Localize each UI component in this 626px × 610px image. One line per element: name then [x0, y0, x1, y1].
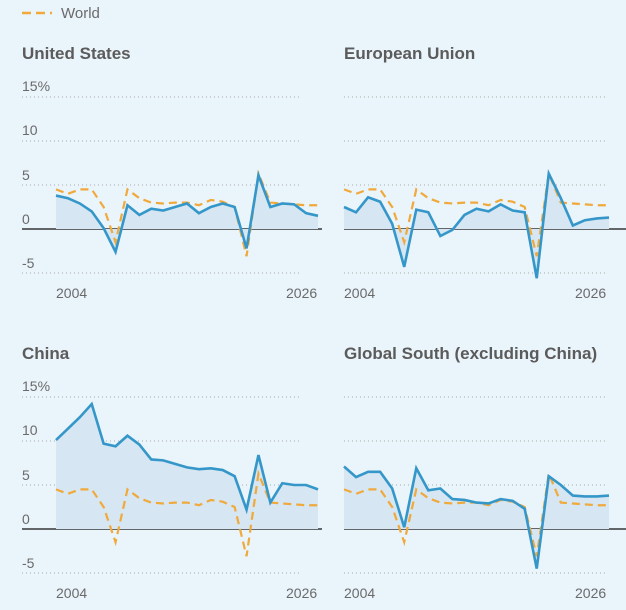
region-series-line [55, 401, 319, 515]
panel-title: European Union [344, 44, 475, 63]
panel-china: China 15% 10 5 0 -5 2004 2026 [22, 344, 322, 601]
world-series-line [55, 469, 318, 557]
y-tick-label: -5 [22, 555, 35, 571]
series-area [56, 175, 318, 252]
region-series-line [55, 170, 319, 256]
y-tick-label: 5 [22, 467, 30, 483]
y-tick-label: 10 [22, 122, 38, 138]
y-tick-label: 0 [22, 211, 30, 227]
panel-european-union: European Union 2004 2026 [343, 44, 626, 301]
y-tick-label: 5 [22, 167, 30, 183]
world-series-line [343, 169, 609, 257]
legend-world-label: World [61, 5, 100, 22]
series-area [344, 466, 609, 569]
panel-united-states: United States 15% 10 5 0 -5 2004 2026 [22, 44, 322, 301]
x-tick-label: 2004 [56, 585, 87, 601]
y-tick-label: 15% [22, 78, 50, 94]
panel-title: Global South (excluding China) [344, 344, 597, 363]
x-tick-label: 2026 [575, 285, 606, 301]
y-tick-label: -5 [22, 255, 35, 271]
x-tick-label: 2004 [344, 585, 375, 601]
y-tick-label: 15% [22, 378, 50, 394]
x-tick-label: 2026 [286, 585, 317, 601]
legend: World [22, 5, 100, 22]
x-tick-label: 2026 [575, 585, 606, 601]
region-series-line [343, 464, 610, 569]
x-tick-label: 2004 [344, 285, 375, 301]
series-area [344, 173, 609, 279]
series-area [56, 404, 318, 529]
y-tick-label: 10 [22, 422, 38, 438]
x-tick-label: 2004 [56, 285, 87, 301]
panel-title: United States [22, 44, 131, 63]
y-tick-label: 0 [22, 511, 30, 527]
panel-global-south: Global South (excluding China) 2004 2026 [343, 344, 626, 601]
x-tick-label: 2026 [286, 285, 317, 301]
region-series-line [343, 168, 610, 279]
panel-title: China [22, 344, 70, 363]
